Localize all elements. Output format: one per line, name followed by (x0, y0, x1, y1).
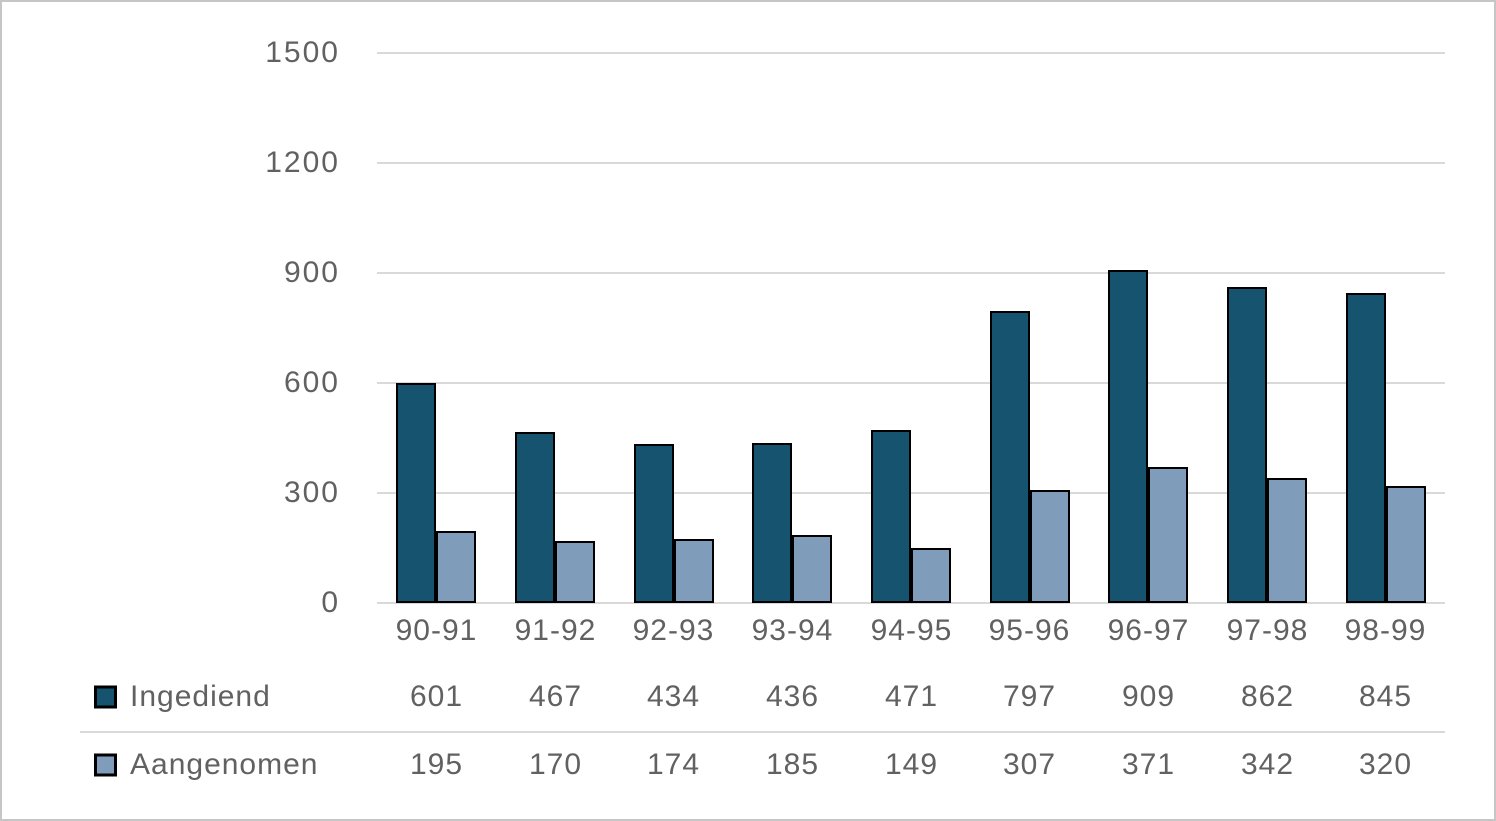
bar-ingediend (634, 444, 674, 603)
legend-swatch-ingediend (94, 685, 117, 709)
x-tick-label: 95-96 (988, 614, 1071, 647)
table-value-ingediend: 862 (1240, 680, 1295, 713)
bar-aangenomen (1267, 478, 1307, 603)
table-value-ingediend: 601 (409, 680, 464, 713)
y-tick-label: 300 (283, 476, 340, 509)
table-value-aangenomen: 149 (884, 748, 939, 781)
table-value-aangenomen: 195 (409, 748, 464, 781)
bar-aangenomen (911, 548, 951, 603)
legend-label-ingediend: Ingediend (130, 680, 271, 713)
bar-ingediend (871, 430, 911, 603)
gridline (377, 52, 1445, 54)
x-axis-line (377, 602, 1445, 604)
table-value-aangenomen: 320 (1358, 748, 1413, 781)
gridline (377, 162, 1445, 164)
y-tick-label: 0 (321, 586, 340, 619)
bar-aangenomen (1030, 490, 1070, 603)
x-tick-label: 98-99 (1344, 614, 1427, 647)
bar-aangenomen (674, 539, 714, 603)
table-value-ingediend: 845 (1358, 680, 1413, 713)
x-tick-label: 92-93 (632, 614, 715, 647)
table-value-aangenomen: 185 (765, 748, 820, 781)
bar-ingediend (515, 432, 555, 603)
bar-ingediend (1108, 270, 1148, 603)
legend-label-aangenomen: Aangenomen (130, 748, 319, 781)
gridline (377, 492, 1445, 494)
y-tick-label: 900 (283, 256, 340, 289)
bar-aangenomen (1386, 486, 1426, 603)
y-tick-label: 1500 (265, 36, 340, 69)
bar-ingediend (396, 383, 436, 603)
legend-swatch-aangenomen (94, 753, 117, 777)
table-value-ingediend: 436 (765, 680, 820, 713)
bar-aangenomen (1148, 467, 1188, 603)
table-value-aangenomen: 170 (528, 748, 583, 781)
bar-ingediend (752, 443, 792, 603)
bar-ingediend (990, 311, 1030, 603)
table-row-separator (80, 731, 1445, 733)
bar-aangenomen (436, 531, 476, 603)
table-value-ingediend: 909 (1121, 680, 1176, 713)
bar-aangenomen (792, 535, 832, 603)
x-tick-label: 96-97 (1107, 614, 1190, 647)
table-value-ingediend: 467 (528, 680, 583, 713)
y-tick-label: 1200 (265, 146, 340, 179)
bar-ingediend (1346, 293, 1386, 603)
y-tick-label: 600 (283, 366, 340, 399)
table-value-ingediend: 434 (646, 680, 701, 713)
x-tick-label: 90-91 (395, 614, 478, 647)
table-value-aangenomen: 174 (646, 748, 701, 781)
table-value-ingediend: 471 (884, 680, 939, 713)
x-tick-label: 93-94 (751, 614, 834, 647)
table-value-aangenomen: 307 (1002, 748, 1057, 781)
x-tick-label: 97-98 (1226, 614, 1309, 647)
table-value-aangenomen: 371 (1121, 748, 1176, 781)
table-value-aangenomen: 342 (1240, 748, 1295, 781)
gridline (377, 272, 1445, 274)
bar-aangenomen (555, 541, 595, 603)
x-tick-label: 94-95 (870, 614, 953, 647)
bar-ingediend (1227, 287, 1267, 603)
gridline (377, 382, 1445, 384)
x-tick-label: 91-92 (514, 614, 597, 647)
table-value-ingediend: 797 (1002, 680, 1057, 713)
